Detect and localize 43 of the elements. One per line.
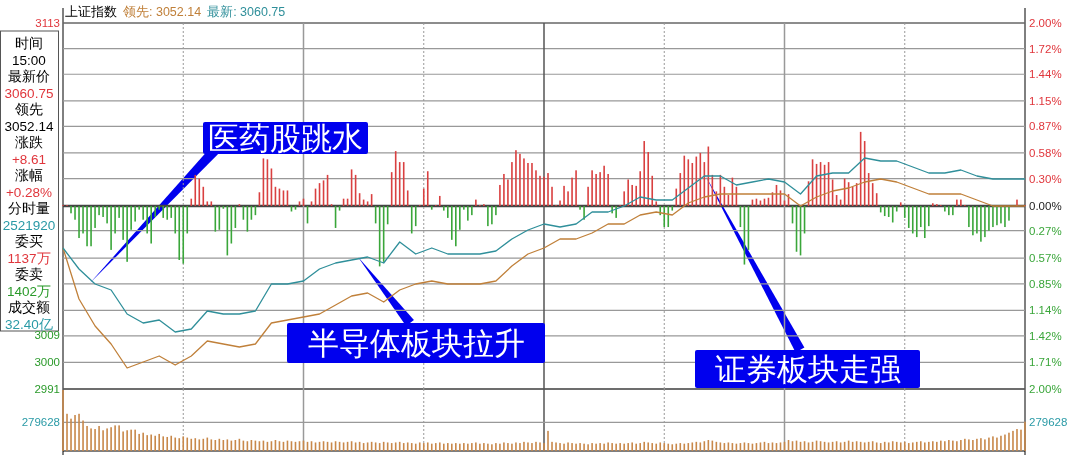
text: 2521920: [2, 217, 56, 233]
y-tick-label: 0.30%: [1029, 172, 1062, 185]
y-tick-label: 1.14%: [1029, 304, 1062, 317]
y-tick-label: 0.58%: [1029, 146, 1062, 159]
text: 领先: 3052.14: [123, 5, 202, 19]
text: 1137万: [7, 250, 51, 266]
y-tick-label: 0.00%: [1029, 200, 1062, 212]
annotation: 证券板块走强: [714, 352, 901, 387]
text: 委买: [15, 234, 43, 249]
y-tick-label: 3113: [35, 17, 60, 29]
annotation: 半导体板块拉升: [307, 326, 525, 361]
text: +8.61: [11, 151, 47, 167]
y-tick-label: 1.44%: [1029, 68, 1062, 81]
text: 最新价: [8, 69, 50, 84]
y-tick-label: 1.72%: [1029, 42, 1062, 55]
y-tick-label: 2991: [34, 383, 60, 395]
y-tick-label: 2.00%: [1029, 383, 1062, 395]
y-tick-label: 0.27%: [1029, 224, 1062, 237]
text: 成交额: [8, 300, 50, 315]
text: 最新: 3060.75: [207, 5, 286, 19]
text: 3060.75: [4, 85, 54, 101]
y-tick-label: 1.15%: [1029, 94, 1062, 107]
text: 1402万: [6, 283, 52, 299]
y-tick-label: 3000: [34, 356, 60, 368]
text: 279628: [1029, 416, 1068, 429]
chart-title: 上证指数: [65, 5, 117, 19]
annotation: 医药股跳水: [208, 121, 363, 156]
y-tick-label: 0.57%: [1029, 252, 1062, 265]
text: 委卖: [15, 267, 43, 282]
text: 15:00: [12, 52, 46, 68]
text: 涨跌: [15, 135, 43, 150]
y-tick-label: 1.42%: [1029, 329, 1062, 342]
text: 领先: [15, 102, 43, 117]
text: 分时量: [8, 201, 50, 216]
y-tick-label: 1.71%: [1029, 356, 1062, 369]
y-tick-label: 2.00%: [1029, 17, 1062, 29]
text: 279628: [21, 416, 60, 429]
y-tick-label: 0.87%: [1029, 120, 1062, 133]
text: 时间: [15, 36, 43, 51]
y-tick-label: 0.85%: [1029, 277, 1062, 290]
text: 3052.14: [4, 118, 54, 134]
text: 涨幅: [15, 168, 43, 183]
text: +0.28%: [5, 184, 53, 200]
